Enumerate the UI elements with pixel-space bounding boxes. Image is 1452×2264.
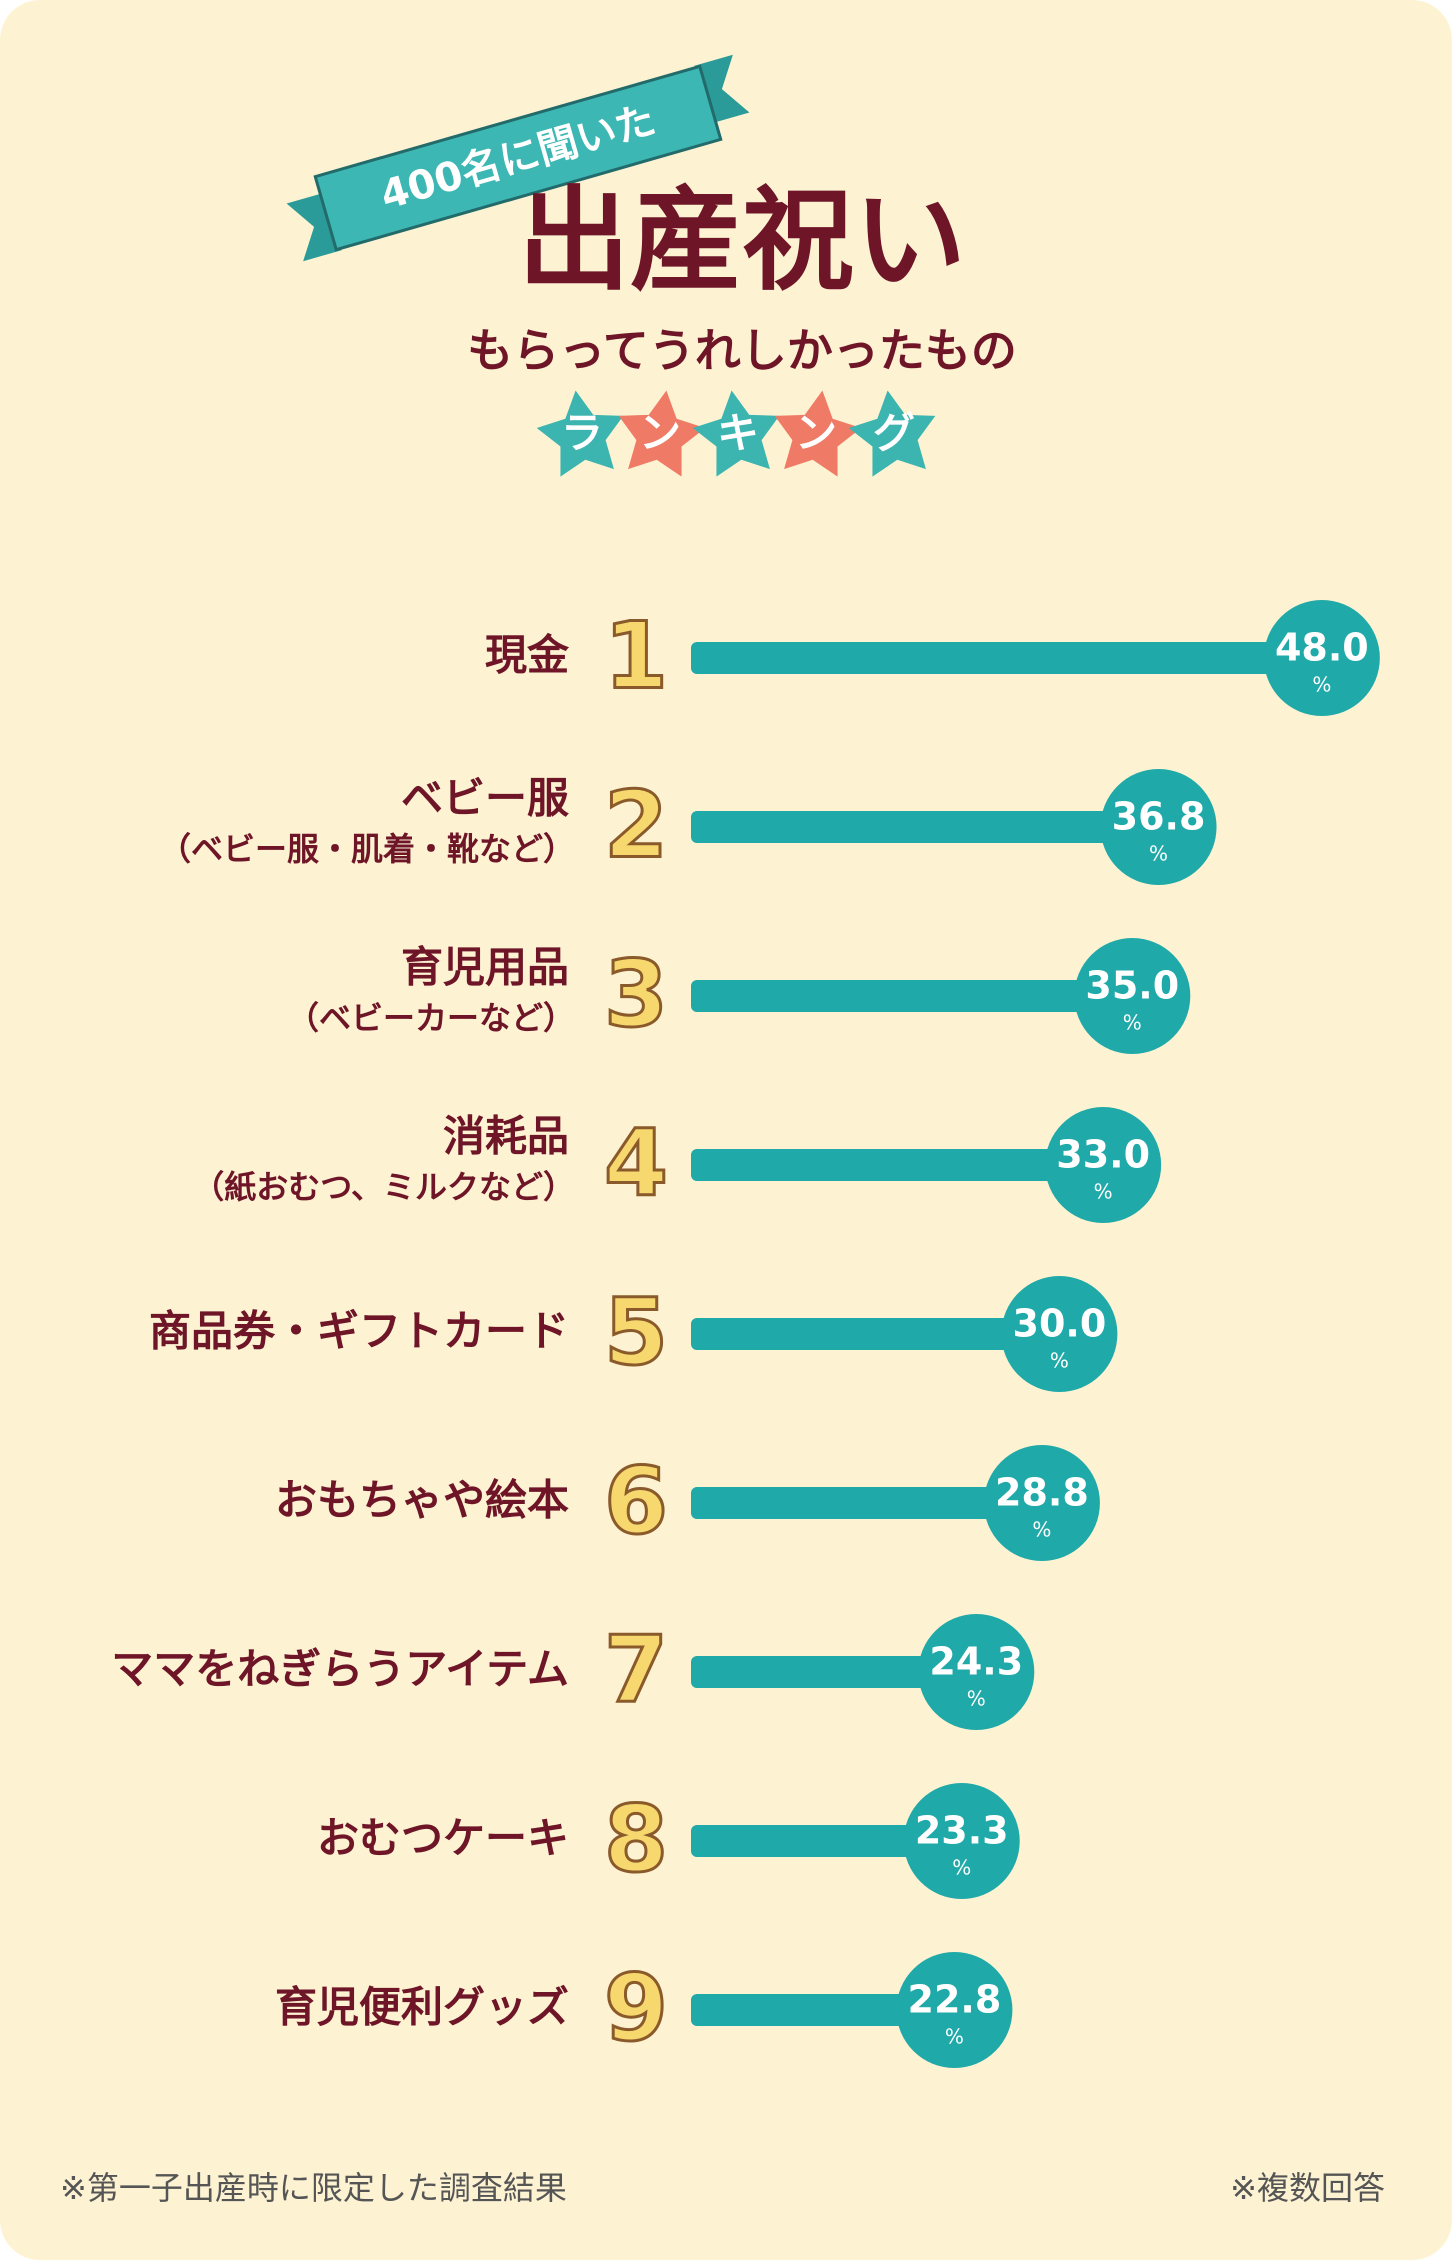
badge-star: [536, 390, 624, 477]
rank-number: 2: [604, 771, 668, 878]
category-sublabel: （紙おむつ、ミルクなど）: [192, 1168, 575, 1206]
rank-number: 1: [604, 602, 668, 709]
value-label: 48.0: [1275, 626, 1369, 670]
badge-star: [618, 390, 706, 477]
rank-number: 8: [604, 1785, 668, 1892]
value-unit: %: [1094, 1180, 1113, 1204]
category-sublabel: （ベビーカーなど）: [287, 999, 575, 1037]
value-label: 23.3: [915, 1809, 1009, 1853]
ribbon: 400名に聞いた: [286, 54, 750, 262]
value-unit: %: [1123, 1011, 1142, 1035]
category-label: 現金: [485, 631, 570, 680]
chart-subtitle: もらってうれしかったもの: [467, 324, 1017, 378]
value-bubble: [1001, 1276, 1118, 1392]
badge-stars: [536, 390, 936, 477]
value-label: 24.3: [929, 1640, 1023, 1684]
bar: [691, 1318, 1060, 1350]
value-bubble: [1263, 600, 1380, 716]
value-bubble: [896, 1952, 1013, 2068]
category-label: 育児用品: [401, 943, 569, 992]
bar: [691, 811, 1159, 843]
bar: [691, 1656, 977, 1688]
chart-title: 出産祝い: [518, 176, 966, 306]
rank-number: 6: [604, 1447, 668, 1554]
value-bubble: [903, 1783, 1020, 1899]
rank-number: 4: [604, 1109, 668, 1216]
rank-number: 5: [604, 1278, 668, 1385]
value-bubble: [1045, 1107, 1162, 1223]
value-unit: %: [1312, 673, 1331, 697]
bar: [691, 642, 1322, 674]
badge-star: [774, 390, 862, 477]
value-unit: %: [945, 2025, 964, 2049]
bar: [691, 1825, 962, 1857]
value-unit: %: [952, 1856, 971, 1880]
category-label: ママをねぎらうアイテム: [111, 1645, 569, 1694]
value-bubble: [1100, 769, 1217, 885]
category-label: ベビー服: [401, 774, 569, 823]
value-unit: %: [1050, 1349, 1069, 1373]
category-label: おむつケーキ: [317, 1814, 569, 1863]
value-label: 28.8: [995, 1471, 1089, 1515]
badge-star: [692, 390, 780, 477]
bar: [691, 1994, 955, 2026]
footnote: ※複数回答: [1230, 2169, 1385, 2207]
category-label: 育児便利グッズ: [275, 1983, 569, 2032]
rank-number: 3: [604, 940, 668, 1047]
category-label: 商品券・ギフトカード: [149, 1307, 569, 1356]
badge-star: [848, 390, 936, 477]
rank-number: 9: [604, 1954, 668, 2061]
value-label: 36.8: [1112, 795, 1206, 839]
category-sublabel: （ベビー服・肌着・靴など）: [159, 830, 575, 868]
rank-number: 7: [604, 1616, 668, 1723]
value-unit: %: [1149, 842, 1168, 866]
value-label: 33.0: [1056, 1133, 1150, 1177]
bar: [691, 980, 1133, 1012]
value-label: 30.0: [1013, 1302, 1107, 1346]
value-unit: %: [967, 1687, 986, 1711]
value-unit: %: [1032, 1518, 1051, 1542]
bar: [691, 1487, 1042, 1519]
bar: [691, 1149, 1104, 1181]
value-bubble: [918, 1614, 1035, 1730]
value-bubble: [1074, 938, 1191, 1054]
category-label: おもちゃや絵本: [275, 1476, 569, 1525]
value-label: 35.0: [1085, 964, 1179, 1008]
value-bubble: [983, 1445, 1100, 1561]
value-label: 22.8: [908, 1978, 1002, 2022]
category-label: 消耗品: [443, 1112, 569, 1161]
footnote: ※第一子出産時に限定した調査結果: [60, 2169, 567, 2207]
